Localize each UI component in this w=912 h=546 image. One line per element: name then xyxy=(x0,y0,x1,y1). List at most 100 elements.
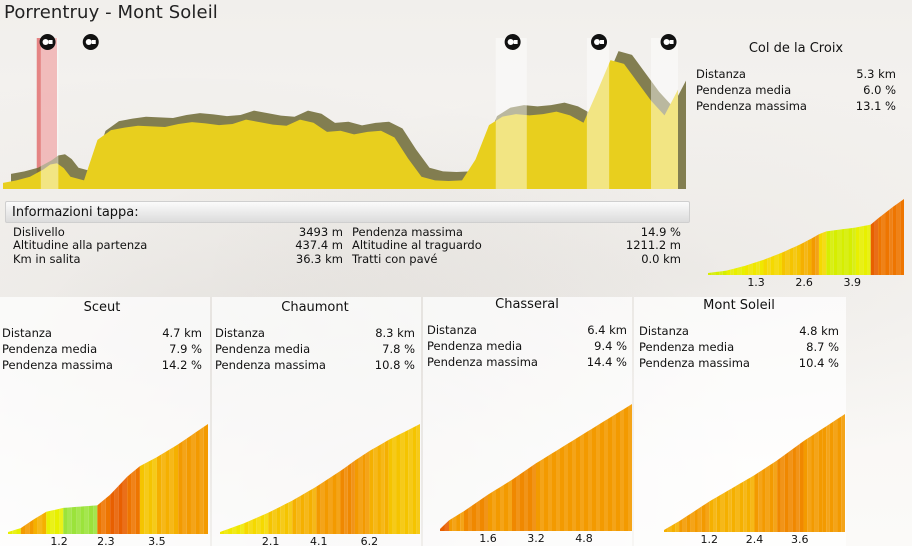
grade-segment xyxy=(54,508,60,534)
stage-stats-left: Dislivello 3493 m Altitudine alla partenz… xyxy=(13,225,343,266)
stat-row: Distanza 4.8 km xyxy=(639,323,839,339)
grade-segment xyxy=(296,495,301,534)
x-tick-label: 2.3 xyxy=(97,535,115,546)
climb-stats-chaumont: Distanza 8.3 km Pendenza media 7.8 % Pende… xyxy=(215,325,415,373)
grade-segment xyxy=(377,444,381,534)
x-tick-label: 1.3 xyxy=(747,276,765,289)
grade-segment xyxy=(416,424,420,534)
grade-segment xyxy=(50,509,55,534)
grade-segment xyxy=(396,433,401,534)
stat-value: 437.4 m xyxy=(295,238,343,253)
grade-segment xyxy=(336,470,341,534)
grade-segment xyxy=(362,453,366,534)
page-title: Porrentruy - Mont Soleil xyxy=(4,2,218,23)
stat-label: Distanza xyxy=(639,324,689,338)
grade-segment xyxy=(750,475,755,532)
stat-value: 4.7 km xyxy=(162,326,202,340)
grade-segment xyxy=(388,437,393,534)
stat-value: 7.8 % xyxy=(382,342,415,356)
grade-segment xyxy=(156,454,162,534)
grade-segment xyxy=(833,418,838,532)
climb-marker-icon[interactable] xyxy=(39,34,56,50)
stat-row: Pendenza massima 14.9 % xyxy=(352,225,681,239)
grade-segment xyxy=(500,484,504,531)
grade-segment xyxy=(127,473,132,534)
grade-segment xyxy=(826,230,831,275)
grade-segment xyxy=(728,488,732,532)
grade-segment xyxy=(224,529,229,534)
grade-segment xyxy=(351,460,355,534)
profile-area xyxy=(3,60,678,189)
grade-segment xyxy=(452,515,457,531)
climb-marker-icon[interactable] xyxy=(591,34,608,50)
stat-value: 5.3 km xyxy=(856,67,896,81)
climb-stats-sceut: Distanza 4.7 km Pendenza media 7.9 % Pende… xyxy=(2,325,202,373)
grade-segment xyxy=(358,455,363,534)
stat-label: Pendenza media xyxy=(215,342,311,356)
grade-segment xyxy=(844,228,849,275)
stat-label: Pendenza media xyxy=(639,340,735,354)
grade-segment xyxy=(76,506,81,534)
grade-segment xyxy=(815,234,819,275)
stage-stats-right: Pendenza massima 14.9 % Altitudine al tra… xyxy=(352,225,681,266)
grade-segment xyxy=(711,272,716,275)
stat-row: Tratti con pavé 0.0 km xyxy=(352,251,681,266)
grade-segment xyxy=(624,406,628,531)
grade-segment xyxy=(88,505,94,534)
grade-segment xyxy=(42,511,47,534)
grade-segment xyxy=(568,441,572,531)
grade-segment xyxy=(456,513,461,531)
grade-segment xyxy=(516,474,520,531)
grade-segment xyxy=(841,228,845,275)
climb-band xyxy=(586,38,610,189)
grade-segment xyxy=(284,502,289,534)
grade-segment xyxy=(312,486,317,534)
grade-segment xyxy=(252,518,257,534)
grade-segment xyxy=(841,414,845,532)
grade-segment xyxy=(859,226,864,275)
stat-value: 0.0 km xyxy=(641,251,681,266)
grade-segment xyxy=(743,479,747,532)
grade-segment xyxy=(228,527,233,534)
grade-segment xyxy=(408,427,413,534)
stat-value: 14.9 % xyxy=(640,225,681,239)
stat-value: 8.7 % xyxy=(806,340,839,354)
grade-segment xyxy=(16,528,21,534)
grade-segment xyxy=(881,212,886,275)
grade-segment xyxy=(855,226,860,275)
stat-row: Pendenza massima 14.2 % xyxy=(2,357,202,373)
grade-segment xyxy=(778,252,782,275)
grade-segment xyxy=(675,521,680,532)
grade-segment xyxy=(830,230,834,275)
grade-segment xyxy=(752,262,757,275)
stat-row: Dislivello 3493 m xyxy=(13,225,343,239)
grade-segment xyxy=(719,271,723,275)
grade-segment xyxy=(756,261,760,275)
grade-segment xyxy=(892,204,897,275)
grade-segment xyxy=(496,487,500,531)
climb-band xyxy=(651,38,678,189)
grade-segment xyxy=(178,441,183,534)
grade-segment xyxy=(762,467,766,532)
grade-segment xyxy=(59,507,64,534)
climb-stats-col-de-la-croix: Distanza 5.3 km Pendenza media 6.0 % Pende… xyxy=(696,66,896,114)
grade-segment xyxy=(796,244,801,275)
grade-segment xyxy=(867,224,871,275)
grade-segment xyxy=(564,443,568,531)
stat-value: 10.8 % xyxy=(374,358,415,372)
climb-marker-icon[interactable] xyxy=(82,34,99,50)
grade-segment xyxy=(131,469,136,534)
grade-segment xyxy=(148,459,153,534)
grade-segment xyxy=(874,218,879,275)
climb-chart-sceut xyxy=(8,424,208,534)
grade-segment xyxy=(460,511,464,531)
climb-marker-icon[interactable] xyxy=(504,34,521,50)
stat-label: Pendenza massima xyxy=(696,99,807,113)
x-tick-label: 4.1 xyxy=(310,535,328,546)
x-tick-label: 1.2 xyxy=(700,533,719,546)
climb-title-mont-soleil: Mont Soleil xyxy=(703,298,775,313)
climb-marker-icon[interactable] xyxy=(660,34,677,50)
grade-segment xyxy=(679,518,683,532)
grade-segment xyxy=(476,500,480,531)
stat-row: Altitudine alla partenza 437.4 m xyxy=(13,238,343,253)
